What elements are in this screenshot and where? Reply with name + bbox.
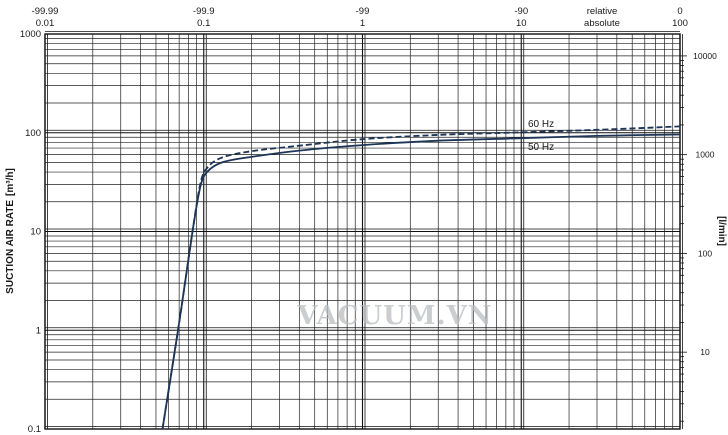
series-group <box>161 125 681 430</box>
y-tick-label: 1 <box>36 325 41 336</box>
annotation-60hz: 60 Hz <box>528 119 554 130</box>
y-tick-label: 100 <box>25 128 41 139</box>
x-absolute-tick-label: 1 <box>360 18 365 29</box>
x-relative-tick-label: -99 <box>356 6 370 17</box>
y-tick-label: 1000 <box>20 29 41 40</box>
y-right-tick-label: 10 <box>700 347 710 357</box>
y-tick-label: 10 <box>30 227 41 238</box>
x-absolute-tick-label: 10 <box>516 18 527 29</box>
x-absolute-tick-label: 0.1 <box>197 18 210 29</box>
y-axis-label: SUCTION AIR RATE [m³/h] <box>5 168 16 294</box>
y-right-tick-label: 1000 <box>696 150 715 160</box>
series-line-50hz <box>161 133 681 430</box>
plot-frame <box>44 33 681 430</box>
y-right-tick-label: 10000 <box>693 51 717 61</box>
x-absolute-tick-label: 100 <box>672 18 688 29</box>
x-relative-tick-label: -90 <box>514 6 528 17</box>
series-line-60hz <box>161 125 681 430</box>
watermark: VACUUM.VN <box>296 301 492 331</box>
x-relative-tick-label: -99.9 <box>193 6 215 17</box>
y-axis-unit: [m³/h] <box>5 168 16 196</box>
y-axis-title: SUCTION AIR RATE <box>5 200 16 294</box>
y-right-tick-label: 100 <box>698 248 712 258</box>
relative-axis-name: relative <box>587 6 618 17</box>
x-relative-tick-label: -99.99 <box>32 6 59 17</box>
absolute-axis-name: absolute <box>584 18 620 29</box>
y-axis-right-unit: [l/min] <box>716 216 727 246</box>
x-relative-tick-label: 0 <box>677 6 682 17</box>
grid <box>44 31 683 430</box>
y-tick-label: 0.1 <box>28 424 41 435</box>
annotation-50hz: 50 Hz <box>528 142 554 153</box>
x-absolute-tick-label: 0.01 <box>36 18 55 29</box>
